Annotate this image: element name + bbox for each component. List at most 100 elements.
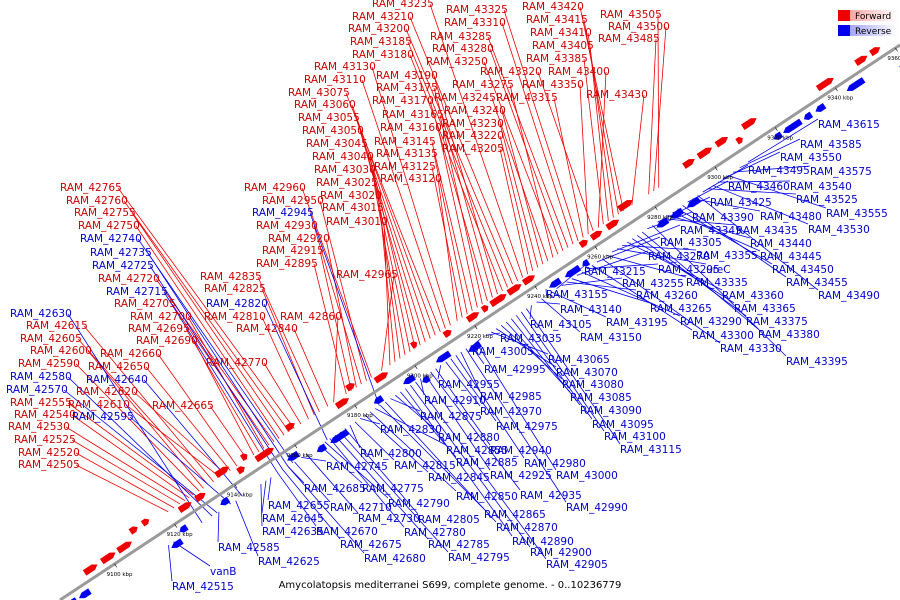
axis-tick-label: 9180 kbp (347, 413, 373, 419)
leader-line (363, 143, 421, 346)
leader-line (606, 254, 687, 278)
gene-label: RAM_43080 (562, 379, 624, 391)
gene-label: RAM_43270 (648, 251, 710, 263)
gene-label: RAM_42810 (204, 311, 266, 323)
gene-label: RAM_42705 (114, 298, 176, 310)
leader-line (541, 298, 581, 333)
gene-label: RAM_42755 (74, 207, 136, 219)
leader-line (579, 6, 624, 212)
gene-label: RAM_43485 (598, 33, 660, 45)
leader-line (287, 466, 365, 554)
gene-label: RAM_43265 (650, 303, 712, 315)
gene-label: RAM_43235 (372, 0, 434, 10)
forward-gene (682, 158, 695, 169)
gene-label: RAM_43280 (432, 43, 494, 55)
leader-line (405, 388, 513, 537)
leader-line (503, 9, 579, 242)
gene-label: RAM_42855 (446, 445, 508, 457)
axis-tick-label: 9260 kbp (587, 254, 613, 260)
legend-reverse-swatch (838, 25, 850, 36)
leader-line (485, 332, 501, 336)
gene-label: RAM_42610 (68, 399, 130, 411)
gene-label: RAM_43060 (294, 99, 356, 111)
gene-label: RAM_42890 (512, 536, 574, 548)
forward-gene (442, 329, 452, 338)
map-title: Amycolatopsis mediterranei S699, complet… (279, 580, 622, 591)
gene-label: RAM_42805 (418, 514, 480, 526)
axis-tick-label: 9220 kbp (467, 334, 493, 340)
reverse-gene (220, 496, 231, 506)
reverse-gene (287, 450, 300, 461)
gene-label: RAM_43375 (746, 316, 808, 328)
leader-line (429, 3, 524, 278)
leader-line (433, 87, 493, 298)
reverse-gene (468, 341, 483, 352)
leader-line (349, 425, 361, 449)
legend-forward-label: Forward (855, 12, 891, 22)
gene-label: RAM_42875 (420, 411, 482, 423)
gene-label: RAM_42730 (358, 513, 420, 525)
leader-line (261, 316, 309, 420)
axis-tick-mark (895, 47, 898, 52)
gene-label: RAM_43400 (548, 66, 610, 78)
gene-label: RAM_43115 (620, 444, 682, 456)
gene-label: RAM_42620 (76, 386, 138, 398)
forward-gene (177, 502, 192, 514)
gene-label: RAM_43185 (350, 36, 412, 48)
gene-label: RAM_42915 (262, 245, 324, 257)
gene-label: RAM_43455 (786, 277, 848, 289)
gene-label: RAM_42615 (26, 320, 88, 332)
gene-label: RAM_43550 (780, 152, 842, 164)
leader-line (431, 166, 463, 318)
gene-label: RAM_43200 (348, 23, 410, 35)
gene-label: RAM_43190 (376, 70, 438, 82)
reverse-gene (773, 131, 784, 140)
gene-label: RAM_43040 (312, 151, 374, 163)
reverse-gene (435, 350, 452, 363)
leader-line (545, 288, 547, 296)
leader-line (379, 207, 396, 362)
gene-label: RAM_42925 (490, 470, 552, 482)
axis-tick-label: 9280 kbp (647, 215, 673, 221)
gene-label: RAM_43075 (288, 87, 350, 99)
gene-label: vanB (210, 566, 237, 578)
leader-line (653, 26, 667, 191)
gene-label: RAM_43135 (376, 148, 438, 160)
gene-label: RAM_42765 (60, 182, 122, 194)
leader-line (591, 265, 693, 331)
gene-label: RAM_42710 (330, 502, 392, 514)
leader-line (483, 61, 559, 255)
gene-label: RAM_42830 (380, 424, 442, 436)
gene-label: RAM_43380 (758, 329, 820, 341)
gene-label: RAM_42695 (128, 323, 190, 335)
leader-line (147, 252, 289, 467)
gene-label: RAM_42940 (490, 445, 552, 457)
leader-line (125, 404, 221, 478)
gene-label: RAM_42570 (6, 384, 68, 396)
leader-line (636, 235, 747, 317)
forward-gene (696, 147, 713, 160)
gene-label: RAM_42985 (480, 391, 542, 403)
leader-line (430, 371, 521, 491)
forward-gene (116, 541, 132, 554)
leader-line (410, 385, 531, 548)
gene-label: RAM_42935 (520, 490, 582, 502)
leader-line (267, 477, 272, 501)
axis-tick-mark (775, 127, 778, 131)
gene-label: RAM_43245 (434, 92, 496, 104)
gene-label: RAM_42850 (456, 491, 518, 503)
gene-label: RAM_43460 (728, 181, 790, 193)
gene-label: RAM_42780 (404, 527, 466, 539)
axis-tick-label: 9320 kbp (767, 135, 793, 141)
gene-label: RAM_42530 (8, 421, 70, 433)
leader-line (377, 195, 401, 359)
leader-line (135, 225, 280, 439)
forward-gene (521, 275, 536, 286)
forward-gene (605, 219, 620, 231)
gene-label: RAM_43540 (790, 181, 852, 193)
gene-label: RAM_42800 (360, 448, 422, 460)
reverse-gene (670, 207, 685, 219)
axis-tick-mark (234, 484, 238, 489)
gene-label: RAM_42945 (252, 207, 314, 219)
reverse-gene (846, 77, 866, 91)
